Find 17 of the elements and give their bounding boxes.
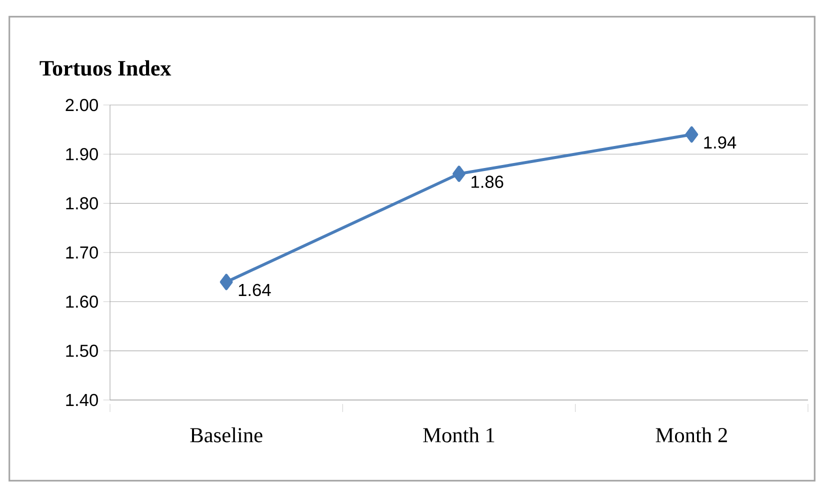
data-label: 1.94 [704, 136, 736, 149]
data-label: 1.64 [238, 284, 271, 296]
y-tick-label: 2.00 [66, 98, 98, 112]
y-tick-label: 1.80 [66, 197, 98, 210]
x-tick-label: Month 2 [656, 427, 727, 442]
point [220, 274, 233, 290]
y-tick-label: 1.90 [66, 148, 98, 160]
data-label: 1.86 [472, 176, 504, 188]
y-tick-label: 1.40 [66, 394, 98, 406]
x-tick-label: Baseline [190, 427, 262, 442]
point [452, 166, 466, 182]
point [685, 126, 698, 143]
chart-title: Tortuos Index [40, 60, 172, 76]
y-tick-label: 1.60 [66, 296, 98, 308]
y-tick-label: 1.50 [66, 344, 98, 357]
x-tick-label: Month 1 [423, 427, 494, 442]
y-tick-label: 1.70 [66, 246, 98, 259]
